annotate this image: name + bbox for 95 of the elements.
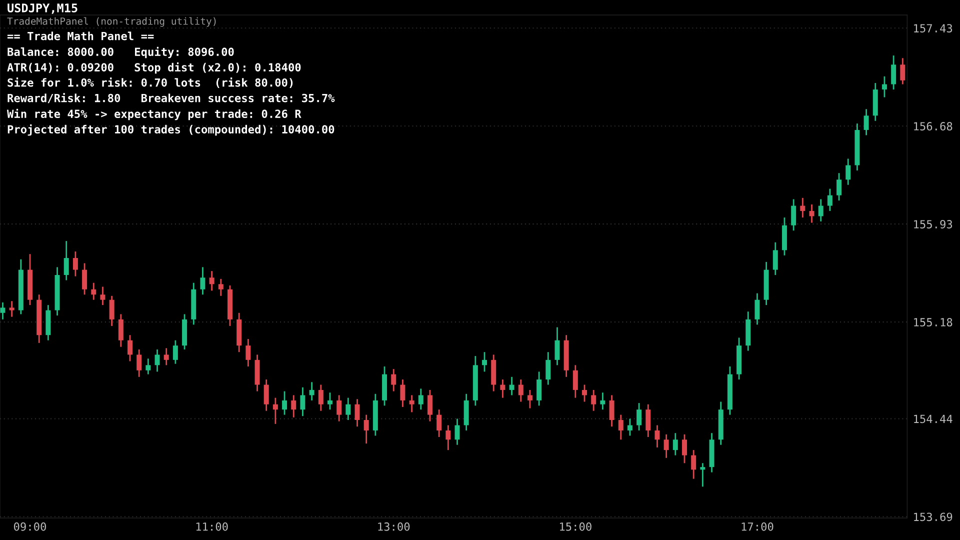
annotation: Reward/Risk: 1.80 Breakeven success rate: 35.7%: [8, 93, 335, 104]
candlestick: [672, 432, 678, 456]
chart-subtitle: TradeMathPanel (non-trading utility): [7, 17, 216, 27]
candlestick: [600, 392, 606, 410]
candlestick: [272, 397, 278, 425]
candlestick: [572, 364, 578, 398]
candlestick: [91, 282, 96, 301]
candlestick: [846, 158, 851, 186]
candlestick: [9, 300, 14, 318]
x-tick-label: 09:00: [14, 522, 46, 531]
candlestick: [509, 376, 514, 396]
candlestick: [346, 397, 351, 421]
candlestick: [164, 347, 169, 366]
x-tick-label: 13:00: [378, 522, 410, 531]
candlestick: [0, 302, 6, 320]
candlestick: [827, 188, 832, 212]
y-tick-label: 154.44: [914, 414, 952, 424]
candlestick: [146, 358, 151, 375]
candlestick: [282, 390, 288, 416]
candlestick: [609, 394, 614, 428]
candlestick: [300, 386, 306, 417]
y-tick-label: 157.43: [914, 24, 952, 32]
y-tick-label: 156.68: [914, 122, 952, 130]
candlestick: [354, 398, 360, 428]
candlestick: [318, 384, 324, 412]
candlestick: [682, 434, 687, 464]
candlestick: [118, 313, 124, 348]
candlestick: [454, 418, 460, 446]
candlestick: [636, 402, 642, 432]
candlestick: [654, 424, 660, 448]
candlestick: [82, 262, 88, 296]
candlestick: [136, 348, 142, 378]
candlestick: [418, 388, 424, 410]
candlestick: [336, 394, 342, 422]
annotation: Size for 1.0% risk: 0.70 lots (risk 80.00): [8, 78, 293, 88]
candlestick: [691, 449, 696, 480]
candlestick: [109, 295, 114, 327]
candlestick: [209, 270, 214, 292]
candlestick: [582, 384, 587, 402]
candlestick: [327, 392, 332, 410]
candlestick: [809, 204, 814, 224]
x-tick-label: 17:00: [742, 522, 774, 531]
candlestick: [409, 394, 414, 413]
candlestick: [836, 172, 842, 202]
candlestick: [72, 250, 78, 277]
candlestick: [891, 54, 896, 90]
chart-title: USDJPY,M15: [8, 3, 78, 14]
annotation: Win rate 45% -> expectancy per trade: 0.26 R: [7, 108, 302, 120]
candlestick: [100, 286, 106, 306]
candlestick: [536, 370, 542, 406]
candlestick: [246, 338, 251, 368]
candlestick: [646, 404, 651, 438]
x-tick-label: 15:00: [560, 522, 592, 531]
candlestick: [218, 278, 224, 297]
candlestick: [618, 414, 624, 440]
candlestick: [900, 57, 906, 85]
candlestick: [791, 198, 796, 232]
annotation: == Trade Math Panel ==: [7, 32, 154, 40]
candlestick: [364, 414, 369, 444]
candlestick: [554, 326, 560, 366]
candlestick: [264, 378, 269, 412]
annotation: Balance: 8000.00 Equity: 8096.00: [8, 46, 234, 58]
candlestick: [309, 381, 314, 402]
annotation: ATR(14): 0.09200 Stop dist (x2.0): 0.18400: [7, 62, 301, 74]
candlestick: [800, 197, 806, 218]
candlestick: [700, 462, 706, 488]
candlestick: [754, 292, 760, 326]
candlestick: [864, 108, 869, 136]
candlestick: [127, 334, 132, 362]
candlestick: [154, 348, 160, 372]
candlestick: [427, 389, 432, 422]
candlestick: [772, 242, 778, 276]
candlestick: [500, 378, 506, 398]
candlestick: [482, 351, 488, 372]
candlestick: [64, 240, 69, 281]
candlestick: [436, 408, 442, 438]
candlestick: [527, 389, 532, 409]
annotation: Projected after 100 trades (compounded): 10400.00: [8, 124, 334, 136]
candlestick: [546, 351, 551, 386]
y-tick-label: 155.18: [914, 318, 952, 326]
candlestick: [627, 418, 632, 436]
candlestick: [882, 76, 887, 98]
candlestick: [518, 378, 524, 402]
x-tick-label: 11:00: [196, 522, 228, 531]
candlestick: [172, 340, 178, 365]
candlestick: [664, 434, 669, 459]
candlestick: [200, 266, 206, 296]
candlestick: [591, 389, 596, 412]
y-tick-label: 155.93: [914, 220, 952, 228]
candlestick: [446, 424, 451, 451]
y-tick-label: 153.69: [914, 512, 952, 522]
candlestick: [391, 368, 396, 392]
candlestick: [400, 378, 406, 408]
candlestick: [818, 198, 824, 222]
candlestick: [291, 394, 296, 418]
